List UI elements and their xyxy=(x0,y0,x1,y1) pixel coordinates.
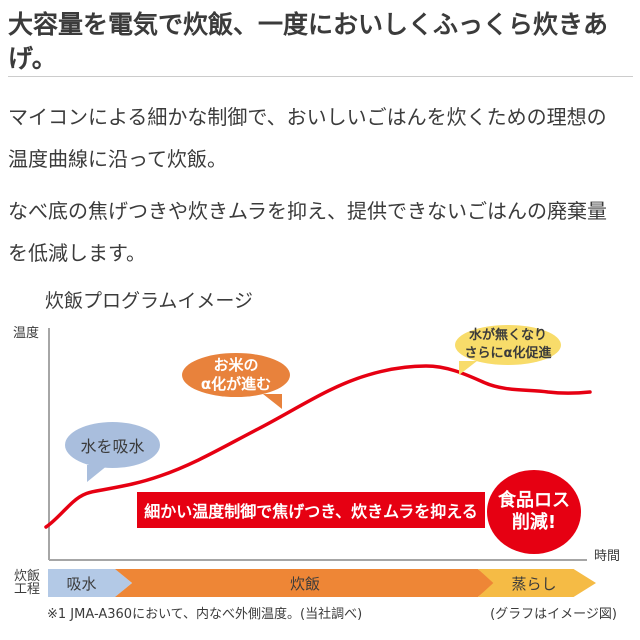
y-axis-label: 温度 xyxy=(13,326,40,341)
phase-arrow-steam: 蒸らし xyxy=(478,569,596,597)
phase-cook-label: 炊飯 xyxy=(289,574,320,593)
phase-soak-label: 吸水 xyxy=(66,574,97,593)
phase-steam-label: 蒸らし xyxy=(511,574,557,593)
divider xyxy=(8,76,633,77)
footnotes: ※1 JMA-A360において、内なべ外側温度。(当社調べ) (グラフはイメージ… xyxy=(0,603,640,622)
feature-description: マイコンによる細かな制御で、おいしいごはんを炊くための理想の 温度曲線に沿って炊… xyxy=(8,96,632,284)
bubble-tail xyxy=(87,465,108,482)
chart-title: 炊飯プログラムイメージ xyxy=(45,290,254,312)
bubble-alpha-progress: お米の α化が進む xyxy=(182,353,290,409)
phase-arrow-cook: 炊飯 xyxy=(115,569,495,597)
x-axis-label: 時間 xyxy=(594,549,621,564)
description-paragraph-2: なべ底の焦げつきや炊きムラを抑え、提供できないごはんの廃棄量 を低減します。 xyxy=(8,199,607,265)
cooking-program-chart: 温度 時間 水を吸水 お米の α化が進む 水が無くなり さらにα化促進 細かい温… xyxy=(0,315,640,564)
bubble-tail xyxy=(459,361,477,375)
bubble-water-absorb-label: 水を吸水 xyxy=(80,437,145,456)
bubble-alpha-promote: 水が無くなり さらにα化促進 xyxy=(455,325,561,375)
temperature-control-banner: 細かい温度制御で焦げつき、炊きムラを抑える xyxy=(137,492,485,528)
bubble-alpha-progress-label: お米の α化が進む xyxy=(200,356,272,393)
food-loss-badge: 食品ロス 削減! xyxy=(487,470,581,554)
bubble-water-absorb: 水を吸水 xyxy=(65,422,160,482)
footnote-measurement: ※1 JMA-A360において、内なべ外側温度。(当社調べ) xyxy=(47,607,363,622)
bubble-alpha-promote-label: 水が無くなり さらにα化促進 xyxy=(464,328,552,361)
footnote-image-disclaimer: (グラフはイメージ図) xyxy=(490,607,617,622)
temperature-chart-plot xyxy=(44,328,592,561)
description-paragraph-1: マイコンによる細かな制御で、おいしいごはんを炊くための理想の 温度曲線に沿って炊… xyxy=(8,105,607,171)
phase-arrow-soak: 吸水 xyxy=(48,569,132,597)
temperature-curve xyxy=(44,364,592,529)
cooking-phase-band: 炊飯 工程 吸水 炊飯 蒸らし xyxy=(0,569,640,597)
bubble-tail xyxy=(263,394,282,409)
page-title: 大容量を電気で炊飯、一度においしくふっくら炊きあげ。 xyxy=(8,10,609,73)
process-axis-label: 炊飯 工程 xyxy=(14,569,41,597)
